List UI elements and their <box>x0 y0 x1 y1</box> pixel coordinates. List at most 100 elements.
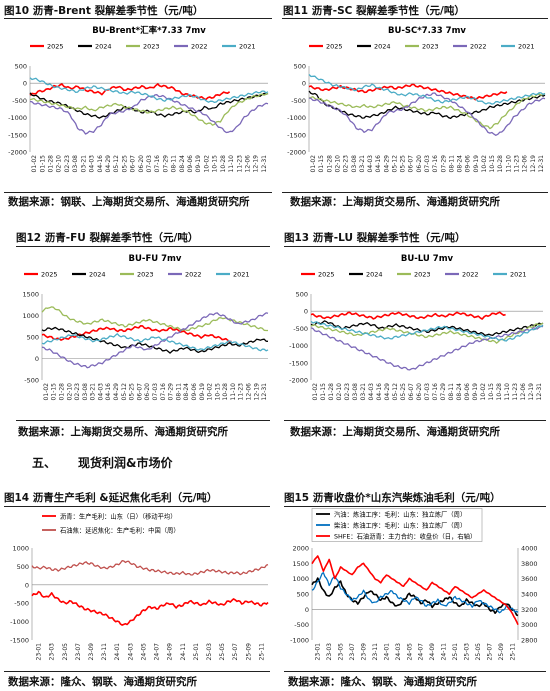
x-tick-label: 10-02 <box>207 383 214 401</box>
series-line-4 <box>308 73 546 105</box>
fig12-bottom-rule <box>16 420 270 421</box>
x-tick-label: 25-07 <box>232 643 239 661</box>
x-tick-label: 11-10 <box>228 155 235 173</box>
x-tick-label: 25-03 <box>206 643 213 661</box>
x-tick-label: 07-16 <box>160 383 167 401</box>
x-tick-label: 12-19 <box>253 155 260 173</box>
x-tick-label: 10-15 <box>488 383 495 401</box>
y-tick-label: 1000 <box>12 545 29 553</box>
x-tick-label: 11-10 <box>504 383 511 401</box>
x-tick-label: 10-15 <box>489 155 496 173</box>
y-tick-label: -1000 <box>287 114 306 122</box>
fig14-source: 数据来源：隆众、钢联、海通期货研究所 <box>8 676 197 688</box>
x-tick-label: 23-09 <box>361 643 368 661</box>
x-tick-label: 04-29 <box>384 383 391 401</box>
x-tick-label: 10-02 <box>203 155 210 173</box>
series-line-2 <box>41 306 268 332</box>
x-tick-label: 12-19 <box>253 383 260 401</box>
x-tick-label: 23-01 <box>36 643 43 661</box>
legend-label: 2025 <box>41 271 58 279</box>
series-line-0 <box>29 83 231 101</box>
x-tick-label: 03-21 <box>80 155 87 173</box>
y-tick-label: -2000 <box>8 149 27 157</box>
x-tick-label: 25-09 <box>245 643 252 661</box>
x-tick-label: 10-28 <box>220 155 227 173</box>
x-tick-label: 04-29 <box>113 383 120 401</box>
x-tick-label: 25-05 <box>219 643 226 661</box>
x-tick-label: 12-06 <box>246 383 253 401</box>
y-tick-label: -1500 <box>10 637 29 645</box>
fig14-caption: 图14 沥青生产毛利 &延迟焦化毛利（元/吨） <box>4 492 218 504</box>
x-tick-label: 23-03 <box>326 643 333 661</box>
x-tick-label: 08-24 <box>456 383 463 401</box>
x-tick-label: 02-23 <box>64 155 71 173</box>
fig13-caption: 图13 沥青-LU 裂解差季节性（元/吨） <box>284 232 466 244</box>
x-tick-label: 04-03 <box>89 155 96 173</box>
x-tick-label: 06-07 <box>130 155 137 173</box>
x-tick-label: 05-25 <box>121 155 128 173</box>
x-tick-label: 08-11 <box>175 383 182 401</box>
x-tick-label: 05-25 <box>129 383 136 401</box>
x-tick-label: 24-11 <box>441 643 448 661</box>
section-number: 五、 <box>32 456 57 470</box>
x-tick-label: 03-21 <box>360 383 367 401</box>
legend-label: 2025 <box>326 43 343 51</box>
series-line-4 <box>310 320 544 342</box>
y-tick-label: -500 <box>24 377 39 385</box>
y-tick-label: 1500 <box>22 291 39 299</box>
x-tick-label: 11-10 <box>505 155 512 173</box>
x-tick-label: 08-11 <box>448 383 455 401</box>
x-tick-label: 01-02 <box>31 155 38 173</box>
y-tick-label: 0 <box>23 80 27 88</box>
x-tick-label: 03-08 <box>82 383 89 401</box>
fig10-bottom-rule <box>4 192 272 193</box>
x-tick-label: 12-19 <box>528 383 535 401</box>
x-tick-label: 08-11 <box>448 155 455 173</box>
chart-title: BU-Brent*汇率*7.33 7mv <box>92 25 206 36</box>
legend-label: 2023 <box>422 43 439 51</box>
series-line-3 <box>310 325 544 371</box>
legend-label: 2021 <box>233 271 250 279</box>
x-tick-label: 25-09 <box>498 643 505 661</box>
y2-tick-label: 3800 <box>521 560 538 568</box>
series-line-2 <box>308 92 546 130</box>
y-tick-label: -2000 <box>289 377 308 385</box>
x-tick-label: 07-29 <box>168 383 175 401</box>
y-tick-label: 0 <box>305 606 309 614</box>
series-line-0 <box>31 590 269 626</box>
x-tick-label: 09-06 <box>465 155 472 173</box>
y-tick-label: 0 <box>25 581 29 589</box>
x-tick-label: 25-11 <box>509 643 516 661</box>
x-tick-label: 23-03 <box>49 643 56 661</box>
series-line-1 <box>31 560 269 576</box>
legend-label: 2023 <box>137 271 154 279</box>
y2-tick-label: 3600 <box>521 575 538 583</box>
y-tick-label: -500 <box>12 97 27 105</box>
x-tick-label: 25-05 <box>475 643 482 661</box>
y-tick-label: 500 <box>294 63 306 71</box>
x-tick-label: 01-02 <box>43 383 50 401</box>
x-tick-label: 02-10 <box>334 155 341 173</box>
x-tick-label: 06-20 <box>416 155 423 173</box>
legend-label: 2022 <box>191 43 208 51</box>
x-tick-label: 07-03 <box>146 155 153 173</box>
fig11-top-rule <box>282 18 548 19</box>
x-tick-label: 12-31 <box>261 155 268 173</box>
x-tick-label: 04-03 <box>368 383 375 401</box>
x-tick-label: 07-29 <box>440 155 447 173</box>
x-tick-label: 03-08 <box>72 155 79 173</box>
y-tick-label: 0 <box>35 355 39 363</box>
x-tick-label: 07-03 <box>152 383 159 401</box>
x-tick-label: 11-23 <box>514 155 521 173</box>
legend-label: 2024 <box>95 43 112 51</box>
x-tick-label: 07-16 <box>432 383 439 401</box>
x-tick-label: 10-15 <box>214 383 221 401</box>
x-tick-label: 07-03 <box>424 383 431 401</box>
fig10-top-rule <box>4 18 272 19</box>
legend-label: 柴油：炼油工序：毛利：山东：独立炼厂（周） <box>334 521 466 530</box>
series-line-3 <box>29 94 269 135</box>
chart-price-vs-refining-margin: 2000 1500 1000 500 0 -500 -1000 4000 3800 3600 340… <box>290 508 538 661</box>
x-tick-label: 02-10 <box>56 155 63 173</box>
legend-label: 2024 <box>366 271 383 279</box>
